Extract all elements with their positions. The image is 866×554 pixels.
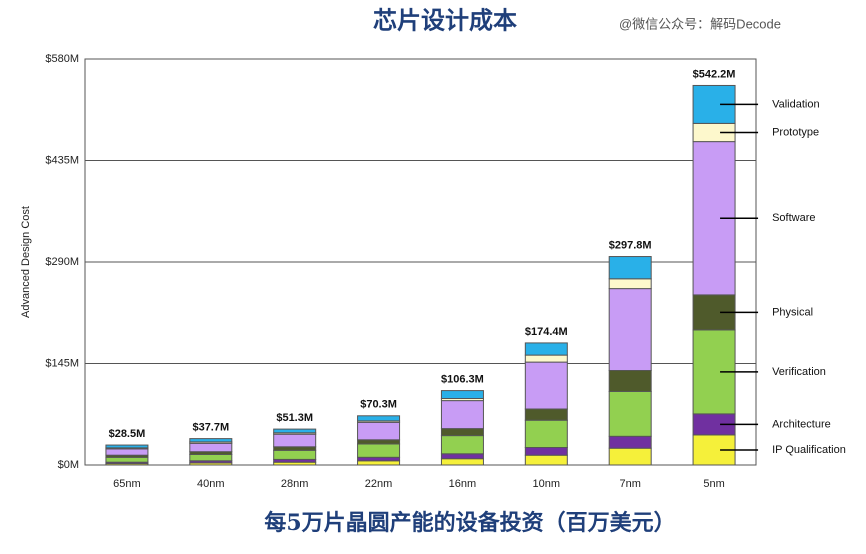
total-label: $297.8M bbox=[609, 239, 652, 251]
bar-segment bbox=[105, 448, 149, 456]
total-label: $51.3M bbox=[276, 412, 313, 424]
bar-segment bbox=[273, 449, 317, 460]
bar-segment bbox=[524, 342, 568, 356]
bar-segment bbox=[440, 435, 484, 455]
legend-label: Physical bbox=[772, 306, 813, 318]
bar-segment bbox=[524, 354, 568, 363]
legend-label: Validation bbox=[772, 98, 820, 110]
total-label: $106.3M bbox=[441, 373, 484, 385]
bar-segment bbox=[440, 453, 484, 460]
y-tick-label: $290M bbox=[45, 256, 79, 268]
legend-label: Architecture bbox=[772, 418, 831, 430]
caption: 每5万片晶圆产能的设备投资（百万美元） bbox=[264, 510, 675, 536]
x-tick-label: 16nm bbox=[449, 478, 477, 490]
legend-label: IP Qualification bbox=[772, 444, 846, 456]
y-axis-label: Advanced Design Cost bbox=[20, 206, 32, 318]
bar-segment bbox=[608, 447, 652, 466]
bar-segment bbox=[357, 421, 401, 441]
bar-segment bbox=[524, 419, 568, 449]
y-tick-label: $435M bbox=[45, 154, 79, 166]
bar-segment bbox=[357, 456, 401, 462]
legend-label: Prototype bbox=[772, 126, 819, 138]
bar-segment bbox=[524, 447, 568, 456]
bar-segment bbox=[608, 288, 652, 372]
chart-title: 芯片设计成本 bbox=[373, 6, 517, 35]
bar-segment bbox=[273, 433, 317, 448]
bar-segment bbox=[357, 439, 401, 445]
bar-segment bbox=[608, 391, 652, 437]
bar-segment bbox=[608, 278, 652, 290]
bar-segment bbox=[357, 415, 401, 422]
bar-segment bbox=[524, 361, 568, 410]
y-tick-label: $0M bbox=[58, 459, 79, 471]
y-tick-label: $580M bbox=[45, 53, 79, 65]
x-tick-label: 5nm bbox=[703, 478, 724, 490]
bar-segment bbox=[357, 443, 401, 458]
bar-segment bbox=[189, 454, 233, 462]
watermark: @微信公众号：解码Decode bbox=[619, 16, 781, 31]
bar-segment bbox=[273, 428, 317, 434]
total-label: $542.2M bbox=[693, 68, 736, 80]
bar-segment bbox=[440, 458, 484, 466]
total-label: $37.7M bbox=[192, 422, 229, 434]
bar-segment bbox=[273, 446, 317, 451]
bar-segment bbox=[524, 408, 568, 421]
bar-segment bbox=[189, 438, 233, 443]
total-label: $174.4M bbox=[525, 326, 568, 338]
bar-segment bbox=[189, 442, 233, 453]
x-tick-label: 7nm bbox=[619, 478, 640, 490]
bar-segment bbox=[440, 428, 484, 437]
bar-segment bbox=[608, 256, 652, 280]
bar-segment bbox=[608, 370, 652, 392]
y-tick-label: $145M bbox=[45, 357, 79, 369]
x-tick-label: 40nm bbox=[197, 478, 225, 490]
bar-segment bbox=[105, 444, 149, 449]
plot-frame bbox=[84, 58, 757, 466]
x-tick-label: 22nm bbox=[365, 478, 393, 490]
bar-segment bbox=[357, 460, 401, 466]
bar-segment bbox=[105, 456, 149, 463]
bar-segment bbox=[440, 400, 484, 430]
bar-segment bbox=[440, 390, 484, 399]
bar-segment bbox=[524, 454, 568, 466]
x-tick-label: 10nm bbox=[533, 478, 561, 490]
legend-label: Verification bbox=[772, 366, 826, 378]
total-label: $28.5M bbox=[109, 428, 146, 440]
x-tick-label: 65nm bbox=[113, 478, 141, 490]
total-label: $70.3M bbox=[360, 399, 397, 411]
bar-segment bbox=[608, 435, 652, 449]
x-tick-label: 28nm bbox=[281, 478, 309, 490]
legend-label: Software bbox=[772, 212, 815, 224]
